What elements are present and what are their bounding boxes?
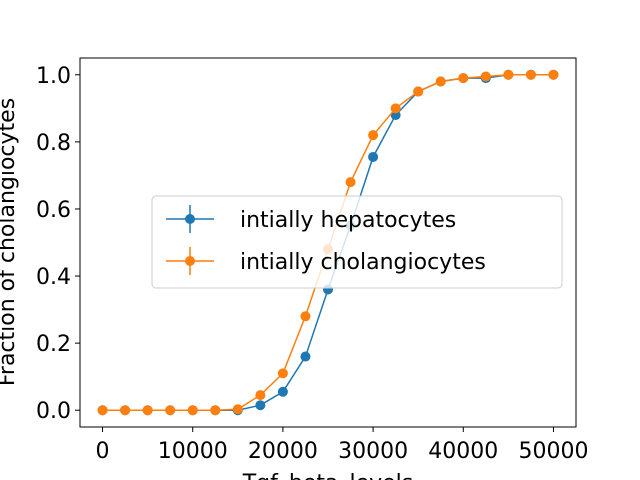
data-point: [300, 311, 311, 322]
data-point: [435, 76, 446, 87]
data-point: [548, 69, 559, 80]
data-point: [368, 151, 379, 162]
y-tick-label: 1.0: [36, 64, 71, 89]
x-tick-label: 20000: [248, 439, 318, 464]
data-point: [142, 405, 153, 416]
y-tick-label: 0.2: [36, 332, 71, 357]
legend: intially hepatocytes intially cholangioc…: [151, 195, 563, 289]
x-tick-label: 0: [96, 439, 110, 464]
data-point: [255, 400, 266, 411]
x-tick-label: 30000: [338, 439, 408, 464]
legend-entry-cholangiocytes: intially cholangiocytes: [166, 247, 486, 275]
data-point: [458, 73, 469, 84]
data-point: [210, 405, 221, 416]
x-tick-label: 40000: [428, 439, 498, 464]
data-point: [345, 177, 356, 188]
data-point: [187, 405, 198, 416]
plot-frame: [79, 57, 577, 428]
legend-entry-hepatocytes: intially hepatocytes: [166, 205, 456, 233]
data-point: [97, 405, 108, 416]
x-axis: 0 10000 20000 30000 40000 50000: [96, 427, 588, 464]
data-point: [525, 69, 536, 80]
data-point: [390, 103, 401, 114]
data-point: [255, 390, 266, 401]
legend-box: [151, 195, 563, 289]
data-point: [120, 405, 131, 416]
y-tick-label: 0.6: [36, 198, 71, 223]
y-axis: 0.0 0.2 0.4 0.6 0.8 1.0: [36, 64, 80, 424]
data-point: [413, 86, 424, 97]
y-tick-label: 0.0: [36, 399, 71, 424]
x-tick-label: 50000: [518, 439, 588, 464]
y-axis-title: Fraction of cholangiocytes: [0, 98, 20, 386]
data-point: [300, 351, 311, 362]
data-point: [232, 404, 243, 415]
legend-label-hepatocytes: intially hepatocytes: [240, 208, 456, 233]
data-point: [277, 386, 288, 397]
data-point: [368, 130, 379, 141]
x-tick-label: 10000: [158, 439, 228, 464]
legend-marker-hepatocytes: [185, 214, 195, 224]
data-point: [277, 368, 288, 379]
y-tick-label: 0.8: [36, 131, 71, 156]
data-point: [503, 69, 514, 80]
legend-marker-cholangiocytes: [185, 256, 195, 266]
data-point: [165, 405, 176, 416]
x-axis-title: Tgf_beta_levels: [242, 471, 414, 480]
y-tick-label: 0.4: [36, 265, 71, 290]
legend-label-cholangiocytes: intially cholangiocytes: [240, 250, 486, 275]
data-point: [480, 71, 491, 82]
